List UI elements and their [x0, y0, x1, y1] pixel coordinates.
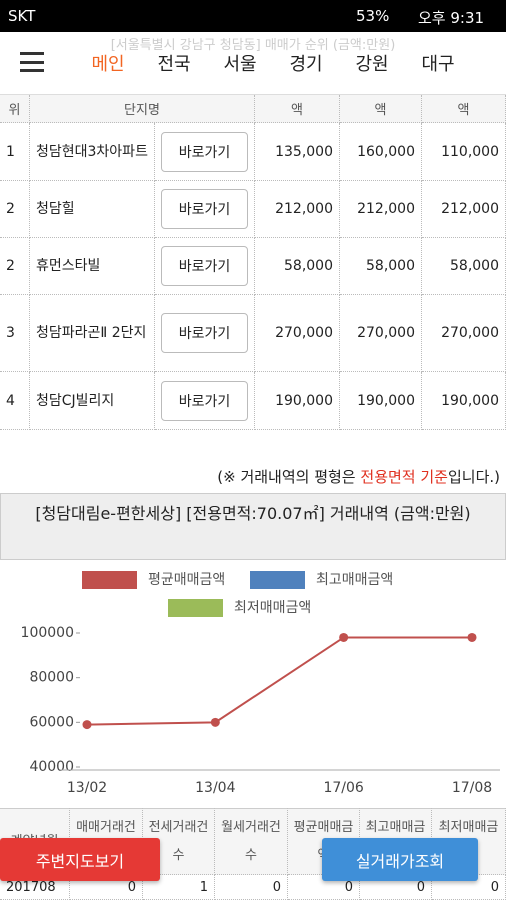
table-cell: 212,000 — [340, 181, 422, 238]
clock: 오후 9:31 — [418, 9, 485, 27]
legend-label: 평균매매금액 — [148, 572, 225, 588]
goto-button[interactable]: 바로가기 — [161, 246, 248, 286]
chart-title: [청담대림e-편한세상] [전용면적:70.07㎡] 거래내역 (금액:만원) — [0, 493, 506, 560]
table-cell: 휴먼스타빌 — [30, 238, 155, 295]
goto-button[interactable]: 바로가기 — [161, 131, 248, 172]
table-cell: 1 — [0, 123, 30, 181]
table-cell: 58,000 — [422, 238, 506, 295]
x-tick-label: 17/06 — [323, 780, 363, 796]
table-cell: 58,000 — [255, 238, 340, 295]
table-cell: 135,000 — [255, 123, 340, 181]
button-cell: 바로가기 — [155, 372, 255, 430]
map-button-label: 주변지도보기 — [35, 851, 125, 871]
goto-button[interactable]: 바로가기 — [161, 313, 248, 353]
y-tick-label: 40000 — [29, 759, 74, 775]
button-cell: 바로가기 — [155, 238, 255, 295]
point — [339, 632, 349, 642]
status-bar: SKT 53% 오후 9:31 — [0, 0, 506, 32]
table-header-cell: 단지명 — [30, 95, 255, 123]
point — [467, 632, 477, 642]
nav-tab[interactable]: 강원 — [355, 54, 389, 75]
table-header-cell: 액 — [340, 95, 422, 123]
nav-tab[interactable]: 서울 — [223, 54, 257, 75]
search-button[interactable]: 실거래가조회 — [322, 838, 478, 881]
carrier: SKT — [8, 7, 36, 25]
table-cell: 190,000 — [340, 372, 422, 430]
battery: 53% — [356, 7, 390, 25]
table-cell: 청담파라곤Ⅱ 2단지 — [30, 295, 155, 372]
nav-tab[interactable]: 전국 — [157, 54, 191, 75]
nav-bar: [서울특별시 강남구 청담동] 매매가 순위 (금액:만원) 메인 전국 서울 경기 강… — [0, 32, 506, 95]
note-text: 입니다.) — [447, 468, 500, 486]
y-tick-label: 80000 — [29, 670, 74, 686]
table-header-cell: 위 — [0, 95, 30, 123]
note: (※ 거래내역의 평형은 전용면적 기준입니다.) — [0, 466, 500, 487]
button-cell: 바로가기 — [155, 123, 255, 181]
note-text: (※ 거래내역의 평형은 — [217, 468, 361, 486]
table-cell: 3 — [0, 295, 30, 372]
table-cell: 110,000 — [422, 123, 506, 181]
table-cell: 4 — [0, 372, 30, 430]
legend-swatch — [250, 571, 305, 589]
button-cell: 바로가기 — [155, 295, 255, 372]
table-cell: 270,000 — [255, 295, 340, 372]
y-tick-label: 60000 — [29, 714, 74, 730]
table-cell: 190,000 — [422, 372, 506, 430]
line — [86, 636, 472, 726]
table-cell: 58,000 — [340, 238, 422, 295]
legend-label: 최고매매금액 — [316, 572, 393, 588]
goto-button[interactable]: 바로가기 — [161, 189, 248, 229]
point — [210, 717, 220, 727]
table-cell: 212,000 — [255, 181, 340, 238]
table-cell: 212,000 — [422, 181, 506, 238]
menu-icon[interactable] — [20, 52, 44, 72]
x-tick-label: 17/08 — [452, 780, 492, 796]
map-button[interactable]: 주변지도보기 — [0, 838, 160, 881]
legend-swatch — [82, 571, 137, 589]
legend-swatch — [168, 599, 223, 617]
nav-tab[interactable]: 메인 — [91, 54, 125, 75]
table-cell: 2 — [0, 238, 30, 295]
table-cell: 청담현대3차아파트 — [30, 123, 155, 181]
history-cell: 0 — [215, 875, 288, 900]
table-cell: 청담CJ빌리지 — [30, 372, 155, 430]
nav-tab[interactable]: 경기 — [289, 54, 323, 75]
goto-button[interactable]: 바로가기 — [161, 380, 248, 421]
note-highlight: 전용면적 기준 — [360, 468, 448, 486]
table-cell: 청담힐 — [30, 181, 155, 238]
table-header-cell: 액 — [422, 95, 506, 123]
nav-tab[interactable]: 대구 — [421, 54, 455, 75]
faded-caption: [서울특별시 강남구 청담동] 매매가 순위 (금액:만원) — [110, 38, 396, 53]
search-button-label: 실거래가조회 — [355, 851, 445, 871]
point — [82, 720, 92, 730]
table-cell: 270,000 — [340, 295, 422, 372]
table-cell: 160,000 — [340, 123, 422, 181]
history-header-cell: 월세거래건수 — [215, 808, 288, 875]
table-header-cell: 액 — [255, 95, 340, 123]
y-tick-label: 100000 — [21, 625, 74, 641]
legend-label: 최저매매금액 — [234, 600, 311, 616]
table-cell: 2 — [0, 181, 30, 238]
table-cell: 190,000 — [255, 372, 340, 430]
x-tick-label: 13/02 — [67, 780, 107, 796]
button-cell: 바로가기 — [155, 181, 255, 238]
x-tick-label: 13/04 — [195, 780, 235, 796]
table-cell: 270,000 — [422, 295, 506, 372]
